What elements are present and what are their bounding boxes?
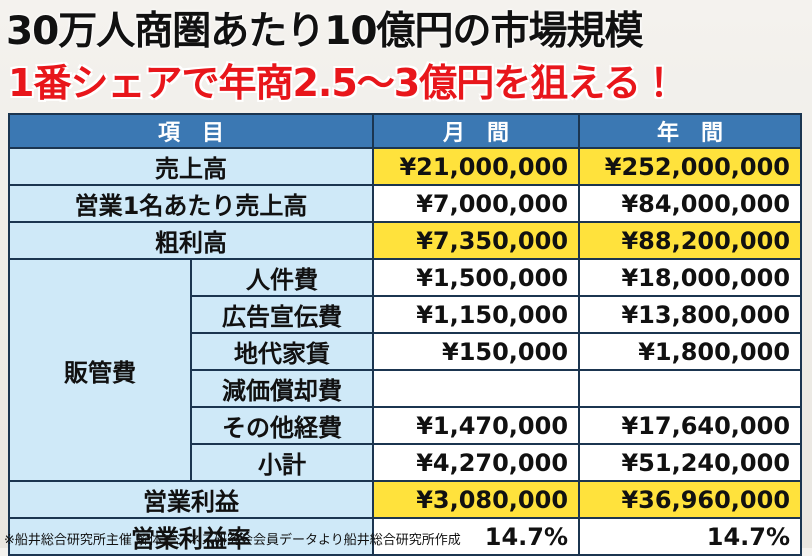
annual-cell: ¥36,960,000: [578, 480, 803, 519]
table-row: 広告宣伝費 ¥1,150,000 ¥13,800,000: [9, 295, 803, 334]
monthly-cell: ¥150,000: [372, 332, 581, 371]
monthly-cell: ¥21,000,000: [372, 147, 581, 186]
row-label: 地代家賃: [189, 332, 375, 371]
column-header: 項 目: [7, 113, 375, 149]
table-row: その他経費 ¥1,470,000 ¥17,640,000: [9, 406, 803, 445]
monthly-cell: ¥4,270,000: [372, 443, 581, 482]
table-row: 小計 ¥4,270,000 ¥51,240,000: [9, 443, 803, 482]
monthly-cell: ¥1,500,000: [372, 258, 581, 297]
title: 30万人商圏あたり10億円の市場規模: [6, 9, 644, 54]
row-label: 粗利高: [7, 221, 375, 260]
monthly-cell: ¥1,470,000: [372, 406, 581, 445]
annual-cell: [578, 369, 803, 408]
column-header: 月 間: [372, 113, 581, 149]
subtitle: 1番シェアで年商2.5〜3億円を狙える！: [8, 61, 678, 105]
table-row: 粗利高 ¥7,350,000 ¥88,200,000: [7, 221, 803, 260]
monthly-cell: [372, 369, 581, 408]
data-table: 項 目 月 間 年 間 売上高 ¥21,000,000 ¥252,000,000 営業…: [7, 113, 803, 556]
table-row: 販管費 人件費 ¥1,500,000 ¥18,000,000: [8, 258, 803, 482]
table-row: 営業1名あたり売上高 ¥7,000,000 ¥84,000,000: [7, 184, 803, 223]
footnote: ※船井総合研究所主催 解体ビジネス研究会会員データより船井総合研究所作成: [4, 533, 461, 548]
annual-cell: ¥1,800,000: [578, 332, 803, 371]
annual-cell: ¥84,000,000: [578, 184, 803, 223]
row-label: 人件費: [189, 258, 375, 297]
row-label: 営業1名あたり売上高: [7, 184, 375, 223]
annual-cell: 14.7%: [578, 517, 803, 556]
monthly-cell: ¥7,000,000: [372, 184, 581, 223]
monthly-cell: ¥3,080,000: [372, 480, 581, 519]
row-label: 小計: [189, 443, 375, 482]
annual-cell: ¥252,000,000: [578, 147, 803, 186]
row-label: 広告宣伝費: [189, 295, 375, 334]
annual-cell: ¥88,200,000: [578, 221, 803, 260]
annual-cell: ¥13,800,000: [578, 295, 803, 334]
table-row: 地代家賃 ¥150,000 ¥1,800,000: [9, 332, 803, 371]
header-row: 項 目 月 間 年 間: [7, 113, 803, 149]
group-label: 販管費: [8, 258, 192, 482]
row-label: その他経費: [189, 406, 375, 445]
row-label: 減価償却費: [189, 369, 375, 408]
annual-cell: ¥51,240,000: [578, 443, 803, 482]
table-row: 減価償却費: [9, 369, 803, 408]
column-header: 年 間: [578, 113, 803, 149]
annual-cell: ¥17,640,000: [578, 406, 803, 445]
annual-cell: ¥18,000,000: [578, 258, 803, 297]
monthly-cell: ¥7,350,000: [372, 221, 581, 260]
row-label: 営業利益: [7, 480, 375, 519]
monthly-cell: ¥1,150,000: [372, 295, 581, 334]
table-row: 営業利益 ¥3,080,000 ¥36,960,000: [7, 480, 803, 519]
row-label: 売上高: [7, 147, 375, 186]
table-row: 売上高 ¥21,000,000 ¥252,000,000: [7, 147, 803, 186]
